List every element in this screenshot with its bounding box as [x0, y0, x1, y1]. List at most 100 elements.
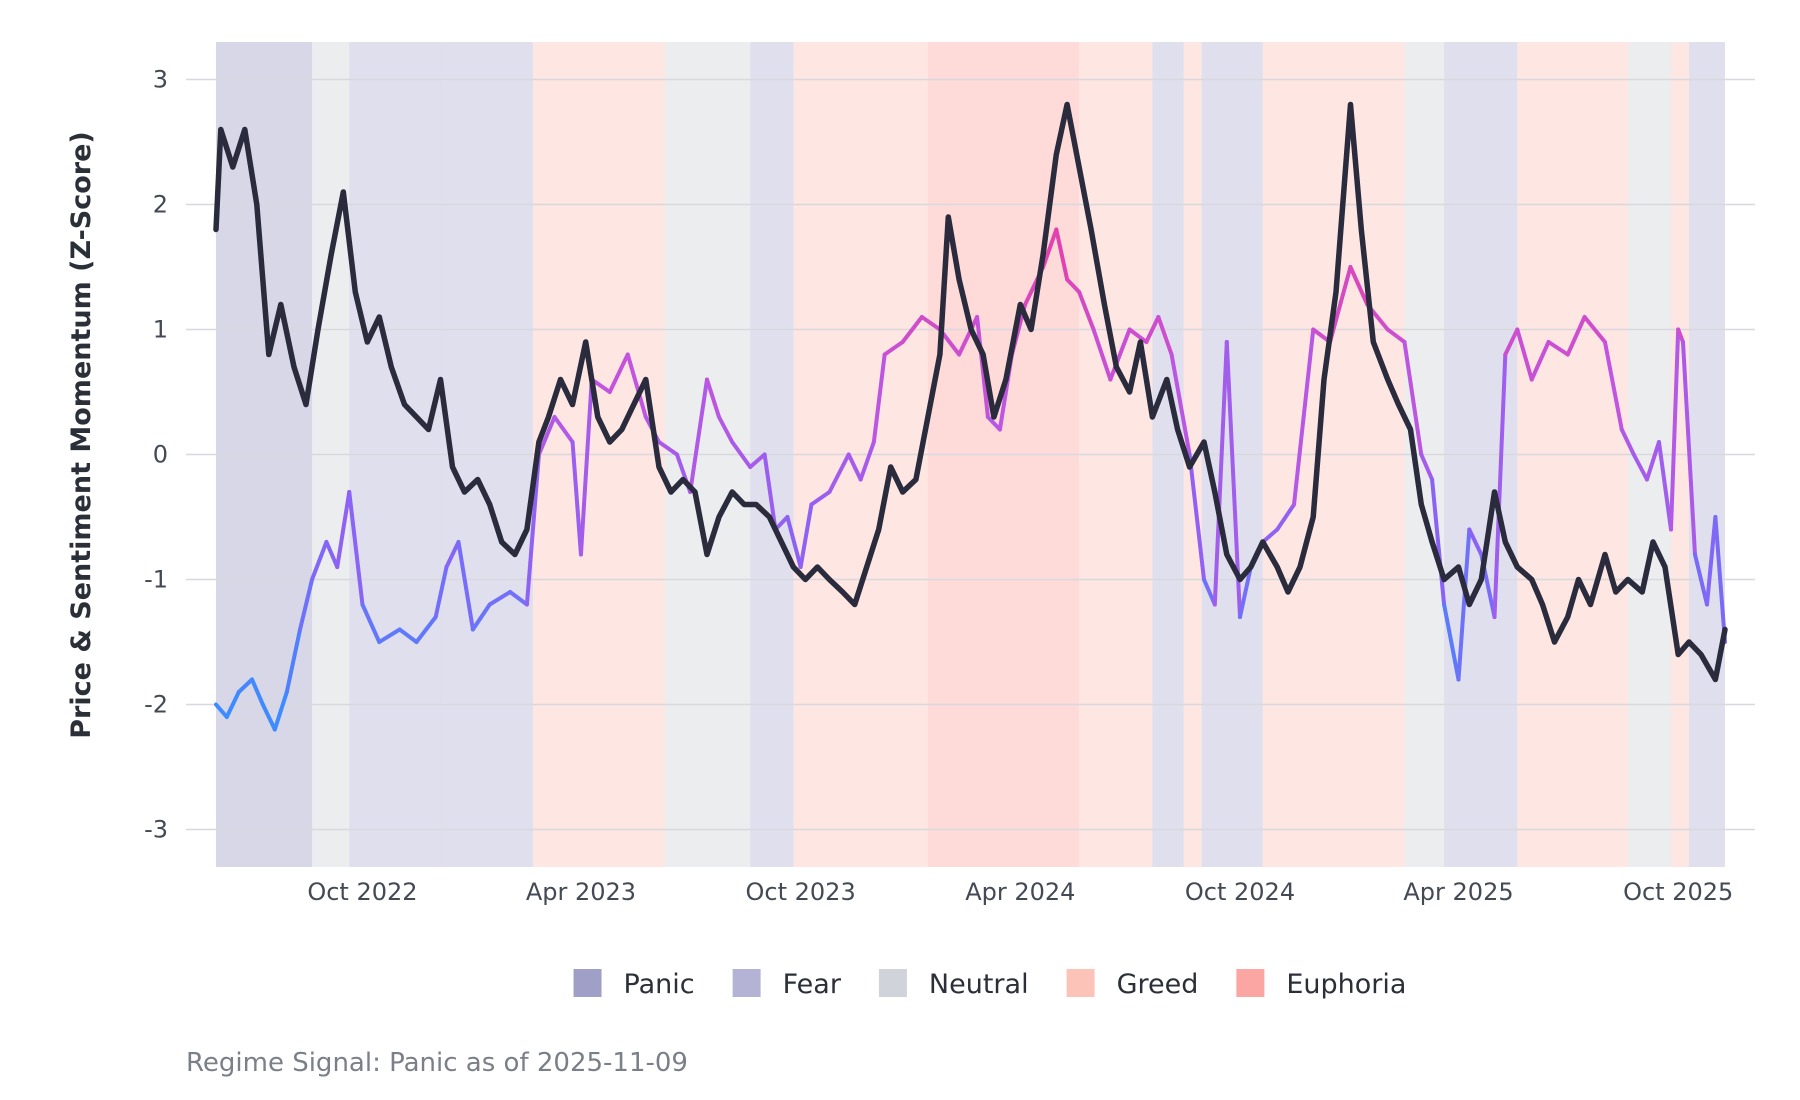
sentiment-segment — [578, 377, 594, 557]
x-tick-label: Apr 2024 — [965, 878, 1075, 906]
sentiment-segment — [1275, 502, 1297, 532]
sentiment-segment — [1348, 265, 1370, 307]
sentiment-segment — [1054, 227, 1070, 282]
legend-swatch-euphoria — [1236, 969, 1265, 997]
sentiment-segment — [536, 415, 557, 457]
sentiment-segment — [1656, 440, 1673, 532]
x-tick-label: Oct 2022 — [307, 878, 417, 906]
sentiment-segment — [1187, 452, 1206, 582]
sentiment-segment — [1127, 327, 1149, 344]
sentiment-segment — [1704, 515, 1718, 607]
sentiment-segment — [1077, 290, 1096, 332]
legend-swatch-fear — [732, 969, 761, 997]
chart-caption: Regime Signal: Panic as of 2025-11-09 — [186, 1048, 688, 1078]
sentiment-segment — [858, 440, 876, 482]
sentiment-segment — [1692, 552, 1709, 607]
sentiment-segment — [785, 515, 803, 569]
sentiment-segment — [1546, 340, 1570, 357]
y-tick-label: 0 — [153, 441, 168, 469]
legend-label-fear: Fear — [783, 969, 842, 1000]
sentiment-segment — [1442, 602, 1461, 682]
sentiment-segment — [704, 377, 721, 419]
sentiment-segment — [827, 452, 851, 494]
legend-swatch-neutral — [878, 969, 907, 997]
sentiment-segment — [656, 440, 679, 457]
sentiment-segment — [1144, 315, 1161, 344]
legend-label-euphoria: Euphoria — [1286, 969, 1406, 1000]
x-tick-label: Apr 2025 — [1403, 878, 1513, 906]
sentiment-segment — [1644, 440, 1661, 482]
sentiment-segment — [625, 352, 648, 419]
sentiment-segment — [762, 452, 778, 532]
sentiment-segment — [1492, 352, 1508, 619]
sentiment-segment — [298, 577, 315, 632]
sentiment-segment — [717, 415, 735, 444]
sentiment-segment — [487, 590, 513, 607]
sentiment-segment — [1515, 327, 1534, 382]
sentiment-segment — [798, 502, 814, 569]
sentiment-segment — [748, 452, 767, 469]
sentiment-segment — [524, 452, 541, 607]
sentiment-segment — [1529, 340, 1551, 382]
sentiment-segment — [250, 677, 265, 707]
sentiment-segment — [414, 615, 438, 644]
sentiment-segment — [1713, 515, 1727, 644]
sentiment-segment — [456, 540, 475, 632]
sentiment-segment — [871, 352, 887, 444]
y-axis-title: Price & Sentiment Momentum (Z-Score) — [66, 131, 97, 739]
sentiment-segment — [1292, 327, 1316, 507]
sentiment-segment — [985, 415, 1002, 432]
sentiment-segment — [433, 565, 449, 619]
x-axis-ticks: Oct 2022 Apr 2023 Oct 2023 Apr 2024 Oct 2024… — [307, 878, 1733, 906]
sentiment-segment — [1065, 277, 1082, 294]
sentiment-segment — [1156, 315, 1174, 357]
sentiment-segment — [1169, 352, 1192, 457]
sentiment-segment — [688, 377, 709, 494]
y-tick-label: -2 — [144, 691, 168, 719]
sentiment-segment — [347, 490, 365, 607]
sentiment-segment — [882, 340, 905, 357]
sentiment-segment — [1238, 565, 1253, 619]
sentiment-segment — [1619, 427, 1636, 457]
legend-swatch-greed — [1066, 969, 1095, 997]
x-tick-label: Oct 2024 — [1185, 878, 1295, 906]
sentiment-segment — [324, 540, 340, 569]
sentiment-segment — [1503, 327, 1520, 357]
sentiment-segment — [397, 627, 419, 644]
sentiment-segment — [310, 540, 329, 582]
legend-label-panic: Panic — [624, 969, 695, 1000]
sentiment-segment — [1456, 527, 1472, 682]
sentiment-segment — [570, 440, 583, 557]
sentiment-segment — [236, 677, 255, 694]
sentiment-segment — [846, 452, 863, 482]
sentiment-segment — [335, 490, 352, 569]
y-tick-label: -3 — [144, 816, 168, 844]
sentiment-segment — [1565, 315, 1587, 357]
sentiment-segment — [957, 315, 980, 357]
sentiment-segment — [1680, 340, 1697, 557]
y-axis-ticks: 3 2 1 0 -1 -2 -3 — [144, 66, 168, 844]
legend: Panic Fear Neutral Greed Euphoria — [573, 969, 1406, 1000]
x-tick-label: Oct 2025 — [1623, 878, 1733, 906]
sentiment-segment — [444, 540, 461, 569]
sentiment-segment — [224, 690, 241, 719]
y-tick-label: 3 — [153, 66, 168, 94]
sentiment-segment — [552, 415, 575, 444]
sentiment-segment — [1676, 327, 1685, 344]
y-tick-label: -1 — [144, 566, 168, 594]
sentiment-segment — [1385, 327, 1407, 344]
sentiment-segment — [1260, 527, 1280, 544]
series-lines — [213, 101, 1728, 732]
sentiment-segment — [1041, 227, 1059, 269]
sentiment-segment — [1108, 327, 1132, 382]
sentiment-segment — [214, 702, 229, 719]
sentiment-segment — [1212, 340, 1229, 607]
sentiment-segment — [919, 315, 942, 332]
sentiment-segment — [1402, 340, 1424, 457]
x-tick-label: Apr 2023 — [526, 878, 636, 906]
y-tick-label: 2 — [153, 191, 168, 219]
legend-label-neutral: Neutral — [929, 969, 1029, 1000]
x-tick-label: Oct 2023 — [746, 878, 856, 906]
sentiment-segment — [607, 352, 630, 394]
